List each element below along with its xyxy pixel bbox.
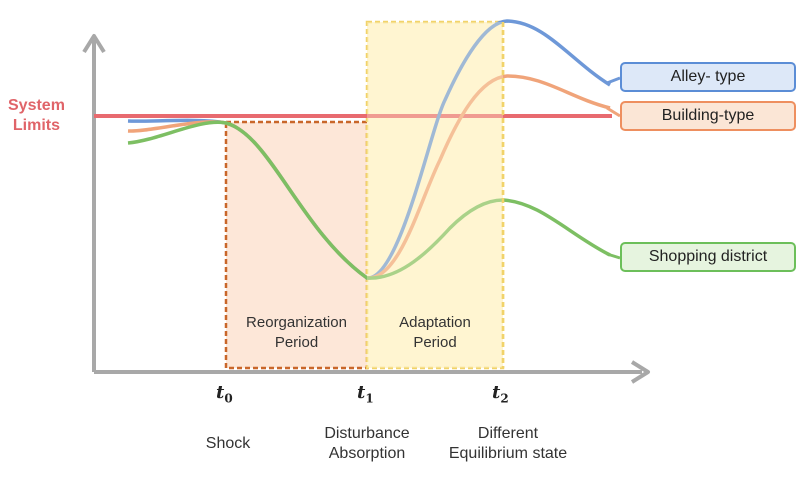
event-shock-line1: Shock [205, 435, 251, 452]
event-shock: Shock [186, 434, 270, 454]
legend-alley-type: Alley- type [620, 62, 796, 92]
event-different-line1: Different [477, 425, 539, 442]
reorganization-period-region [224, 120, 369, 370]
reorganization-line2: Period [274, 334, 319, 351]
tick-t0-symbol: t [216, 382, 225, 403]
legend-shopping-district-label: Shopping district [648, 248, 768, 265]
legend-building-type-label: Building-type [661, 107, 755, 124]
adaptation-period-region [365, 20, 505, 370]
y-axis-arrowhead [82, 34, 106, 54]
event-different-line2: Equilibrium state [448, 445, 568, 462]
event-disturbance-line1: Disturbance [324, 425, 410, 442]
legend-building-type: Building-type [620, 101, 796, 131]
legend-shopping-district: Shopping district [620, 242, 796, 272]
tick-t2-sub: 2 [500, 391, 509, 406]
system-limits-line2: Limits [12, 117, 61, 134]
tick-t1-sub: 1 [365, 391, 374, 406]
adaptation-line1: Adaptation [399, 314, 471, 331]
tick-t1: t1 [357, 382, 374, 406]
event-different-equilibrium: Different Equilibrium state [432, 424, 584, 464]
system-limits-label: System Limits [8, 96, 65, 136]
tick-t2-symbol: t [492, 382, 501, 403]
shopping-district-curve [127, 120, 611, 280]
tick-t0: t0 [216, 382, 233, 406]
legend-alley-type-label: Alley- type [670, 68, 746, 85]
tick-t0-sub: 0 [224, 391, 233, 406]
event-disturbance-line2: Absorption [328, 445, 406, 462]
adaptation-line2: Period [413, 334, 457, 351]
system-limits-line1: System [8, 97, 65, 114]
event-disturbance-absorption: Disturbance Absorption [302, 424, 432, 464]
building-connector [606, 106, 621, 118]
shopping-connector [606, 252, 621, 260]
adaptation-overlay [367, 22, 503, 368]
adaptation-period-label: Adaptation Period [367, 313, 503, 353]
reorganization-period-label: Reorganization Period [226, 313, 367, 353]
tick-t1-symbol: t [357, 382, 366, 403]
alley-connector [606, 76, 621, 85]
reorganization-line1: Reorganization [246, 314, 347, 331]
tick-t2: t2 [492, 382, 509, 406]
x-axis-arrowhead [630, 360, 650, 384]
